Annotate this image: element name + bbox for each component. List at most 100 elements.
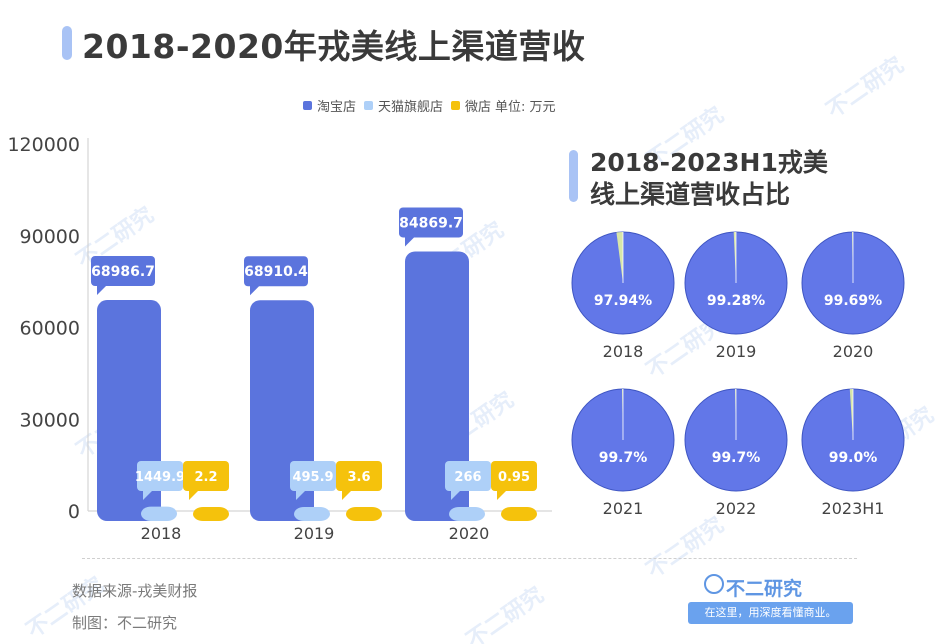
- legend-item-weidian: 微店 单位: 万元: [451, 96, 556, 115]
- pie-value-label: 99.69%: [824, 293, 882, 309]
- y-tick-label: 90000: [20, 226, 80, 248]
- brand-name: 不二研究: [726, 578, 803, 600]
- legend-swatch-weidian: [451, 101, 461, 110]
- data-label-bubble: [399, 207, 463, 238]
- pie-value-label: 99.0%: [829, 450, 878, 466]
- x-tick-label: 2019: [294, 524, 335, 540]
- legend-swatch-tmall: [364, 101, 374, 110]
- pie-section-title-line1: 2018-2023H1戎美: [590, 148, 828, 177]
- y-tick-label: 120000: [7, 134, 80, 156]
- bar-taobao-2020: [405, 251, 469, 521]
- brand-slogan: 在这里，用深度看懂商业。: [688, 602, 853, 624]
- data-label-text: 1449.9: [135, 470, 185, 485]
- y-tick-label: 0: [68, 501, 80, 523]
- bar-tmall-2020: [449, 507, 485, 521]
- data-label-taobao-2019: 68910.4: [244, 256, 308, 296]
- legend-label-tmall: 天猫旗舰店: [378, 100, 444, 115]
- data-label-pointer: [97, 285, 107, 296]
- pie-year-label: 2021: [603, 499, 644, 518]
- data-label-text: 3.6: [347, 470, 370, 485]
- chart-credit: 制图：不二研究: [72, 614, 178, 632]
- data-label-bubble: [91, 256, 155, 287]
- data-label-bubble: [244, 256, 308, 287]
- data-label-weidian-2020: 0.95: [491, 461, 537, 500]
- data-label-pointer: [451, 490, 461, 500]
- data-label-pointer: [342, 490, 352, 500]
- data-label-bubble: [445, 461, 491, 491]
- y-tick-label: 30000: [20, 409, 80, 431]
- pie-charts: 97.94% 2018 99.28% 2019 99.69% 2020 99.7% 2021 9…: [571, 231, 905, 518]
- pie-value-label: 99.7%: [599, 450, 648, 466]
- legend-label-taobao: 淘宝店: [317, 100, 357, 115]
- footer-divider: [82, 558, 857, 559]
- pie-chart-2019: 99.28%: [684, 231, 788, 335]
- y-tick-label: 60000: [20, 318, 80, 340]
- pie-slice-others: [733, 232, 736, 283]
- data-label-bubble: [137, 461, 183, 491]
- data-label-text: 495.9: [292, 470, 333, 485]
- data-label-taobao-2018: 68986.7: [91, 256, 155, 296]
- pie-value-label: 99.7%: [712, 450, 761, 466]
- brand-logo: 不二研究 在这里，用深度看懂商业。: [688, 572, 868, 630]
- pie-section-title-line2: 线上渠道营收占比: [590, 180, 791, 209]
- data-label-bubble: [491, 461, 537, 491]
- pie-year-label: 2020: [833, 342, 874, 361]
- bar-tmall-2018: [141, 506, 177, 521]
- data-label-text: 68986.7: [91, 264, 155, 280]
- data-label-bubble: [290, 461, 336, 491]
- data-label-tmall-2020: 266: [445, 461, 491, 500]
- pie-year-label: 2019: [716, 342, 757, 361]
- x-tick-label: 2018: [141, 524, 182, 540]
- pie-slice-others: [616, 232, 623, 283]
- data-label-text: 68910.4: [244, 264, 308, 280]
- legend-item-tmall: 天猫旗舰店: [364, 96, 443, 115]
- pie-chart-2020: 99.69%: [801, 231, 905, 335]
- pie-year-label: 2018: [603, 342, 644, 361]
- bar-tmall-2019: [294, 507, 330, 521]
- data-label-pointer: [405, 236, 415, 247]
- pie-year-label: 2023H1: [822, 499, 885, 518]
- bar-weidian-2018: [193, 507, 229, 521]
- legend-swatch-taobao: [303, 101, 312, 110]
- data-label-tmall-2019: 495.9: [290, 461, 336, 500]
- data-label-tmall-2018: 1449.9: [135, 461, 185, 500]
- data-label-text: 266: [454, 470, 481, 485]
- data-source: 数据来源-戎美财报: [72, 582, 198, 600]
- data-label-text: 2.2: [194, 470, 217, 485]
- watermark: 不二研究: [822, 52, 909, 124]
- data-label-pointer: [497, 490, 507, 500]
- data-label-pointer: [296, 490, 306, 500]
- page-title: 2018-2020年戎美线上渠道营收: [82, 27, 586, 66]
- legend-item-taobao: 淘宝店: [303, 96, 356, 115]
- pie-chart-2021: 99.7%: [571, 388, 675, 492]
- watermark: 不二研究: [462, 582, 549, 644]
- pie-value-label: 99.28%: [707, 293, 765, 309]
- title-accent-bar: [62, 26, 72, 60]
- pie-slice-others: [849, 389, 853, 440]
- bar-weidian-2020: [501, 507, 537, 521]
- pie-value-label: 97.94%: [594, 293, 652, 309]
- data-label-weidian-2018: 2.2: [183, 461, 229, 500]
- data-label-bubble: [336, 461, 382, 491]
- pie-chart-2022: 99.7%: [684, 388, 788, 492]
- data-label-pointer: [143, 490, 153, 500]
- data-label-text: 0.95: [498, 470, 530, 485]
- legend-unit: 单位: 万元: [495, 100, 556, 115]
- bar-chart: 0 30000 60000 90000 120000 68986.7 1449.9 2.2 20…: [7, 134, 552, 540]
- pie-chart-2018: 97.94%: [571, 231, 675, 335]
- subtitle-accent-bar: [569, 150, 578, 202]
- bar-weidian-2019: [346, 507, 382, 521]
- chart-legend: 淘宝店 天猫旗舰店 微店 单位: 万元: [303, 96, 564, 115]
- data-label-text: 84869.7: [399, 215, 463, 231]
- data-label-bubble: [183, 461, 229, 491]
- data-label-pointer: [250, 285, 260, 296]
- legend-label-weidian: 微店: [465, 100, 492, 115]
- data-label-pointer: [189, 490, 199, 500]
- x-tick-label: 2020: [449, 524, 490, 540]
- pie-year-label: 2022: [716, 499, 757, 518]
- pie-section-title: 2018-2023H1戎美 线上渠道营收占比: [590, 147, 828, 211]
- data-label-weidian-2019: 3.6: [336, 461, 382, 500]
- brand-logo-icon: [704, 574, 724, 594]
- data-label-taobao-2020: 84869.7: [399, 207, 463, 247]
- pie-chart-2023H1: 99.0%: [801, 388, 905, 492]
